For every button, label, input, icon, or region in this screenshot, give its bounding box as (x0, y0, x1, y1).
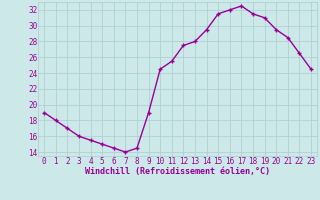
X-axis label: Windchill (Refroidissement éolien,°C): Windchill (Refroidissement éolien,°C) (85, 167, 270, 176)
